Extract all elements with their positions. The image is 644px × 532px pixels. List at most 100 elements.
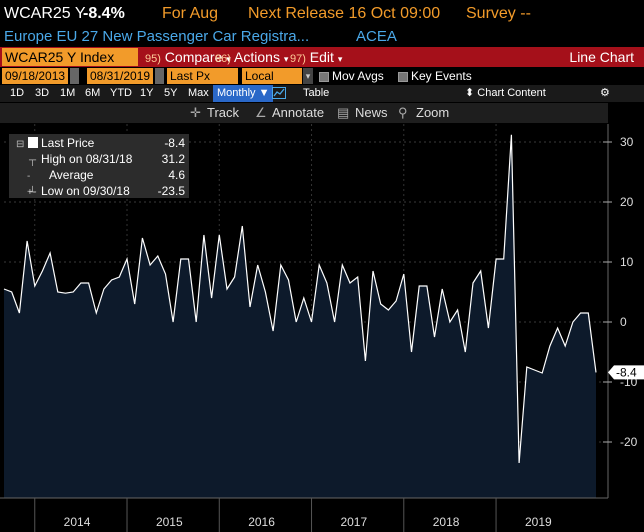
frequency-select[interactable]: Monthly ▼ — [213, 85, 274, 102]
x-tick-label: 2015 — [156, 515, 183, 529]
y-tick-label: 30 — [620, 135, 634, 149]
last-value-label: -8.4 — [616, 365, 637, 379]
x-tick-label: 2017 — [340, 515, 367, 529]
track-icon: ✛ — [190, 105, 201, 120]
survey: Survey -- — [466, 5, 531, 22]
y-tick-label: 20 — [620, 195, 634, 209]
period-bar: 1D 3D 1M 6M YTD 1Y 5Y Max Monthly ▼ Tabl… — [0, 85, 644, 102]
zoom-button[interactable]: Zoom — [416, 105, 450, 120]
annotate-button[interactable]: Annotate — [272, 105, 325, 120]
currency-select[interactable]: Local CCY — [242, 68, 302, 99]
last-price-swatch — [28, 137, 38, 148]
y-tick-label: 10 — [620, 255, 634, 269]
legend-label: Average — [49, 168, 94, 182]
calendar-icon[interactable] — [155, 68, 164, 84]
description: Europe EU 27 New Passenger Car Registra.… — [4, 28, 310, 45]
legend-high: ┬ High on 08/31/18 31.2 — [9, 151, 187, 167]
high-marker-icon: ┬ — [29, 155, 37, 166]
y-tick-label: 0 — [620, 315, 627, 329]
price-series — [3, 134, 597, 499]
actions-label: Actions — [234, 49, 280, 65]
gear-icon[interactable]: ⚙ — [600, 87, 610, 99]
actions-menu[interactable]: 96) Actions ▾ — [215, 48, 288, 68]
legend-last-price: ⊟ Last Price -8.4 — [9, 135, 187, 151]
x-axis: 2014 2015 2016 2017 2018 2019 — [0, 497, 608, 532]
news-icon: ▤ — [337, 105, 350, 120]
x-axis-background — [0, 498, 608, 532]
legend-value: 4.6 — [168, 168, 185, 182]
source: ACEA — [356, 28, 397, 45]
period-label: For Aug — [162, 5, 219, 22]
compare-label: Compare — [164, 49, 223, 65]
line-chart-icon[interactable] — [272, 85, 286, 102]
period-1d[interactable]: 1D — [10, 87, 25, 99]
low-marker-icon: ┴ — [29, 187, 37, 198]
x-tick-label: 2016 — [248, 515, 275, 529]
ticker-field[interactable]: WCAR25 Y Index — [2, 48, 138, 66]
chevron-down-icon[interactable]: ▾ — [303, 68, 313, 84]
table-button[interactable]: Table — [303, 87, 330, 99]
key-events-label: Key Events — [411, 69, 472, 83]
title-row: WCAR25 Y -8.4% For Aug Next Release 16 O… — [0, 0, 644, 28]
description-row: Europe EU 27 New Passenger Car Registra.… — [0, 27, 644, 47]
legend-value: 31.2 — [161, 152, 185, 166]
chart-content-button[interactable]: ⬍ Chart Content — [465, 85, 546, 102]
average-marker-icon: -+- — [27, 171, 37, 198]
period-max[interactable]: Max — [188, 87, 209, 99]
period-1m[interactable]: 1M — [60, 87, 76, 99]
compare-number: 95) — [145, 53, 161, 65]
tool-bar: ✛ Track ∠ Annotate ▤ News ⚲ Zoom — [0, 103, 608, 123]
chart-content-icon: ⬍ — [465, 87, 478, 99]
last-value-marker — [608, 365, 644, 380]
series-line — [3, 134, 597, 464]
start-date-input[interactable]: 09/18/2013 — [2, 68, 68, 84]
next-release: Next Release 16 Oct 09:00 — [248, 5, 441, 22]
field-select[interactable]: Last Px — [167, 68, 238, 84]
period-5y[interactable]: 5Y — [164, 87, 178, 99]
legend-value: -8.4 — [164, 136, 185, 150]
edit-label: Edit — [309, 49, 334, 65]
date-separator — [70, 68, 79, 84]
period-1y[interactable]: 1Y — [140, 87, 154, 99]
chevron-down-icon: ▾ — [337, 54, 343, 64]
period-ytd[interactable]: YTD — [110, 87, 132, 99]
chevron-down-icon: ▾ — [226, 54, 231, 64]
track-button[interactable]: Track — [207, 105, 240, 120]
legend-average: -+- Average 4.6 — [9, 167, 187, 198]
period-3d[interactable]: 3D — [35, 87, 50, 99]
legend-label: High on 08/31/18 — [41, 152, 133, 166]
legend-label: Last Price — [41, 136, 95, 150]
legend-low: ┴ Low on 09/30/18 -23.5 — [9, 183, 187, 199]
frequency-label: Monthly — [217, 87, 256, 99]
news-button[interactable]: News — [355, 105, 388, 120]
y-tick-label: -20 — [620, 435, 638, 449]
edit-menu[interactable]: 97) Edit ▾ — [290, 48, 342, 68]
mov-avgs-label: Mov Avgs — [332, 69, 384, 83]
x-tick-label: 2014 — [64, 515, 91, 529]
annotate-icon: ∠ — [255, 105, 267, 120]
actions-number: 96) — [215, 53, 231, 65]
change-value: -8.4% — [83, 5, 125, 22]
period-6m[interactable]: 6M — [85, 87, 101, 99]
compare-menu[interactable]: 95) Compare ▾ — [145, 48, 231, 68]
chart-content-label: Chart Content — [477, 87, 546, 99]
edit-number: 97) — [290, 53, 306, 65]
legend-value: -23.5 — [157, 184, 185, 198]
end-date-input[interactable]: 08/31/2019 — [87, 68, 153, 84]
menu-bar: WCAR25 Y Index 95) Compare ▾ 96) Actions… — [0, 47, 644, 67]
chevron-down-icon: ▾ — [283, 54, 289, 64]
zoom-icon: ⚲ — [398, 105, 408, 120]
legend: ⊟ Last Price -8.4 ┬ High on 08/31/18 31.… — [9, 134, 189, 198]
x-tick-label: 2019 — [525, 515, 552, 529]
settings-row: 09/18/2013 08/31/2019 Last Px Local CCY … — [0, 68, 644, 99]
key-events-checkbox[interactable] — [398, 72, 408, 82]
legend-label: Low on 09/30/18 — [41, 184, 130, 198]
collapse-icon: ⊟ — [16, 139, 25, 150]
x-tick-label: 2018 — [433, 515, 460, 529]
chart-name: Line Chart — [569, 49, 634, 65]
mov-avgs-checkbox[interactable] — [319, 72, 329, 82]
series-area — [4, 134, 596, 499]
ticker-short: WCAR25 Y — [4, 5, 86, 22]
